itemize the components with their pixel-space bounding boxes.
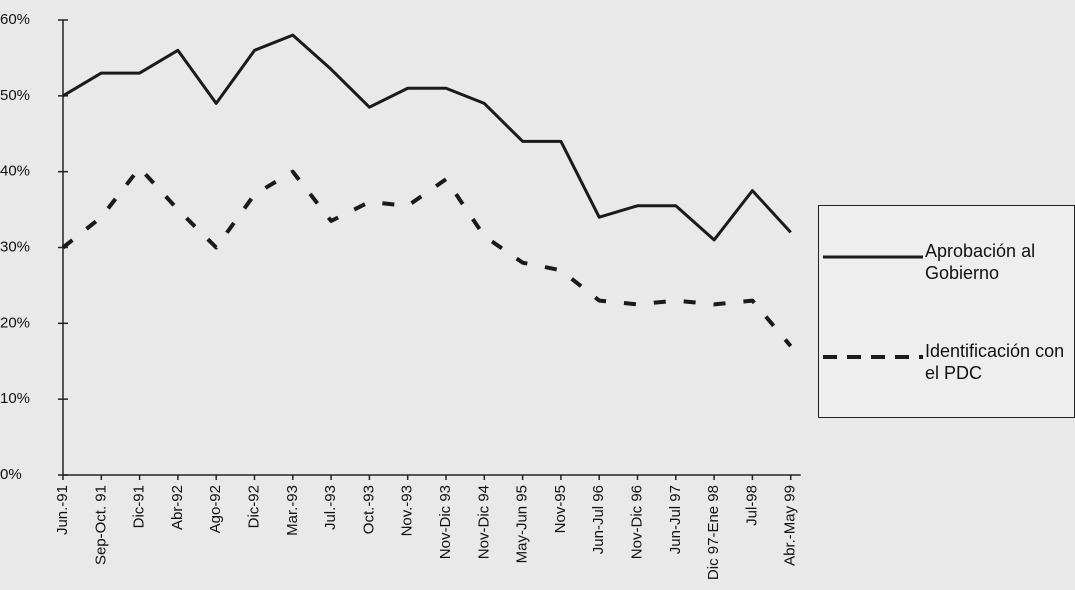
- x-tick-label: Dic-91: [131, 485, 148, 528]
- legend-item: Identificación con el PDC: [819, 334, 1075, 394]
- x-tick-label: Oct.-93: [360, 485, 377, 534]
- y-tick-label: 30%: [0, 238, 30, 255]
- x-tick-label: Mar.-93: [284, 485, 301, 536]
- x-tick-label: Jun-Jul 96: [590, 485, 607, 554]
- x-tick-label: Jul.-93: [322, 485, 339, 530]
- y-tick-label: 10%: [0, 390, 30, 407]
- x-tick-label: Sep-Oct. 91: [92, 485, 109, 565]
- series-line: [61, 165, 793, 348]
- legend-swatch: [823, 255, 923, 259]
- x-tick-label: Jul-98: [743, 485, 760, 526]
- x-tick-label: Dic 97-Ene 98: [705, 485, 722, 580]
- y-tick-label: 20%: [0, 314, 30, 331]
- x-tick-label: Jun.-91: [54, 485, 71, 535]
- x-tick-label: May-Jun 95: [514, 485, 531, 563]
- x-tick-label: Dic-92: [245, 485, 262, 528]
- x-tick-label: Jun-Jul 97: [667, 485, 684, 554]
- y-tick-label: 50%: [0, 87, 30, 104]
- x-tick-label: Ago-92: [207, 485, 224, 533]
- x-tick-label: Abr.-May 99: [782, 485, 799, 566]
- legend-label: Aprobación al Gobierno: [925, 241, 1036, 283]
- x-tick-label: Nov-95: [552, 485, 569, 533]
- y-tick-label: 0%: [0, 466, 22, 483]
- series-line: [62, 33, 792, 242]
- x-tick-label: Abr-92: [169, 485, 186, 530]
- legend-label: Identificación con el PDC: [925, 341, 1065, 383]
- legend: Aprobación al Gobierno Identificación con…: [818, 205, 1075, 418]
- x-tick-label: Nov-Dic 96: [628, 485, 645, 559]
- x-tick-label: Nov-Dic 93: [437, 485, 454, 559]
- y-tick-label: 60%: [0, 11, 30, 28]
- x-tick-label: Nov.-93: [399, 485, 416, 536]
- y-tick-label: 40%: [0, 163, 30, 180]
- legend-item: Aprobación al Gobierno: [819, 234, 1075, 294]
- x-tick-label: Nov-Dic 94: [475, 485, 492, 559]
- legend-swatch: [823, 355, 923, 359]
